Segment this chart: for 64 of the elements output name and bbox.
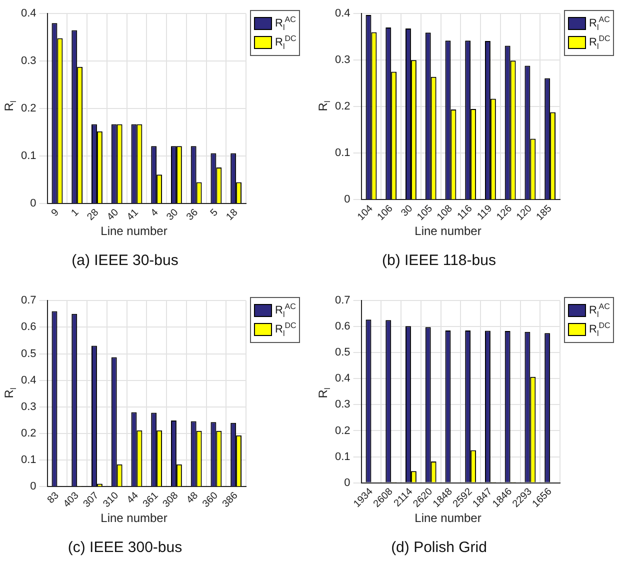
y-tick-label: 0.4: [334, 8, 350, 20]
y-tick-label: 0.1: [20, 454, 36, 466]
x-tick-label: 120: [514, 202, 535, 223]
x-tick-label: 18: [224, 206, 240, 223]
text: (d) Polish Grid: [390, 539, 488, 556]
y-tick-label: 0.2: [334, 100, 350, 113]
y-tick-label: 0.6: [334, 320, 350, 333]
x-tick-label: 307: [81, 490, 102, 510]
y-tick-label: 0.4: [20, 8, 36, 20]
y-tick-label: 0.7: [20, 294, 36, 307]
y-tick-label: 0.4: [20, 374, 36, 386]
x-axis-title: Line number: [100, 511, 168, 525]
x-tick-label: 41: [125, 206, 142, 223]
x-tick-label: 116: [456, 202, 475, 222]
x-tick-label: 310: [101, 490, 122, 510]
x-tick-label: 36: [184, 206, 201, 223]
x-tick-label: 4: [148, 206, 161, 219]
y-tick-label: 0: [344, 476, 350, 489]
y-tick-label: 0.2: [20, 428, 36, 440]
y-tick-label: 0: [30, 480, 36, 493]
y-tick-label: 0.3: [334, 398, 350, 411]
x-tick-label: 360: [200, 490, 221, 510]
x-tick-label: 104: [356, 202, 376, 223]
x-tick-label: 1: [69, 206, 82, 219]
y-tick-label: 0.4: [334, 372, 350, 385]
x-tick-label: 119: [475, 202, 495, 222]
x-tick-label: 308: [160, 490, 181, 510]
x-tick-label: 83: [46, 490, 62, 506]
text: (c) IEEE 300-bus: [66, 539, 184, 556]
y-tick-label: 0.1: [334, 450, 350, 463]
text: (a) IEEE 30-bus: [70, 252, 180, 269]
x-tick-label: 106: [376, 202, 396, 223]
x-tick-label: 48: [184, 490, 201, 506]
x-tick-label: 403: [62, 490, 82, 510]
x-tick-label: 386: [220, 490, 240, 510]
y-tick-label: 0: [30, 198, 36, 210]
x-tick-label: 40: [105, 206, 122, 223]
x-tick-label: 361: [141, 490, 161, 510]
y-tick-label: 0.1: [20, 150, 36, 162]
x-axis-title: Line number: [414, 511, 482, 525]
y-tick-label: 0.5: [334, 346, 350, 359]
y-tick-label: 0.7: [334, 294, 350, 307]
x-tick-label: 9: [50, 206, 62, 219]
x-axis-title: Line number: [100, 224, 168, 238]
y-tick-label: 0.2: [334, 424, 350, 437]
x-tick-label: 30: [399, 202, 416, 219]
x-tick-label: 5: [208, 206, 221, 219]
x-tick-label: 105: [415, 202, 436, 223]
y-tick-label: 0.3: [20, 400, 36, 413]
x-tick-label: 30: [164, 206, 181, 223]
x-tick-label: 28: [85, 206, 102, 223]
y-tick-label: 0.3: [334, 54, 350, 66]
y-tick-label: 0: [344, 194, 350, 206]
y-tick-label: 0.6: [20, 321, 36, 334]
y-tick-label: 0.5: [20, 348, 36, 360]
text: (b) IEEE 118-bus: [381, 252, 497, 269]
y-tick-label: 0.1: [334, 147, 350, 160]
y-tick-label: 0.2: [20, 102, 36, 115]
x-axis-title: Line number: [414, 224, 482, 238]
x-tick-label: 185: [534, 202, 554, 223]
x-tick-label: 44: [125, 490, 142, 506]
x-tick-label: 126: [494, 202, 515, 223]
y-tick-label: 0.3: [20, 55, 36, 68]
x-tick-label: 108: [435, 202, 456, 223]
